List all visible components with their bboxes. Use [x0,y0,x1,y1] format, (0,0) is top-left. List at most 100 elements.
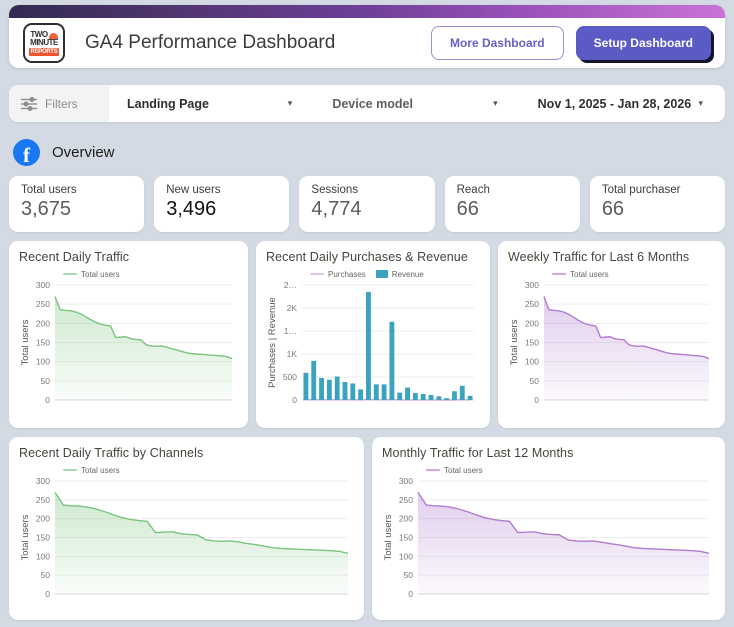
chart-title: Recent Daily Traffic [19,250,130,264]
svg-text:0: 0 [292,395,297,405]
chart-legend: Purchases Revenue [310,268,482,280]
svg-text:250: 250 [399,495,413,505]
legend-item: Total users [63,466,120,475]
header: TWO MINUTE REPORTS GA4 Performance Dashb… [9,5,725,68]
chart-legend: Total users [63,268,240,280]
chart-legend: Total users [426,464,717,476]
more-dashboard-button[interactable]: More Dashboard [430,26,564,60]
filters-label: Filters [45,96,78,111]
filters-chip: Filters [9,85,109,122]
kpi-label: Total purchaser [601,184,681,196]
chart-title: Recent Daily Traffic by Channels [19,446,204,460]
legend-label: Total users [81,465,120,475]
svg-text:Purchases | Revenue: Purchases | Revenue [267,297,278,388]
kpi-card-total-purchaser: Total purchaser 66 [589,176,726,232]
svg-text:300: 300 [36,476,50,486]
charts-row-2: Recent Daily Traffic by Channels Total u… [9,437,725,620]
chevron-down-icon: ▾ [493,98,498,108]
svg-text:1…: 1… [284,326,297,336]
filters-sliders-icon [21,96,37,111]
chart-recent-daily-traffic: Recent Daily Traffic Total users 0 50 100 1… [9,241,248,428]
logo-pie-icon [48,32,58,39]
svg-text:100: 100 [525,357,539,367]
svg-text:250: 250 [36,299,50,309]
kpi-card-new-users: New users 3,496 [154,176,290,232]
svg-text:0: 0 [45,395,50,405]
legend-label: Total users [81,269,120,279]
kpi-value: 4,774 [311,198,362,220]
svg-text:50: 50 [530,376,540,386]
kpi-card-reach: Reach 66 [444,176,580,232]
kpi-value: 3,496 [166,198,217,220]
filters-bar: Filters Landing Page ▾ Device model ▾ No… [9,85,725,122]
dashboard-page: TWO MINUTE REPORTS GA4 Performance Dashb… [0,5,734,627]
chart-title: Monthly Traffic for Last 12 Months [382,446,574,460]
kpi-label: Sessions [311,184,359,196]
page-title: GA4 Performance Dashboard [85,32,336,53]
svg-text:250: 250 [525,299,539,309]
device-model-dropdown[interactable]: Device model ▾ [314,97,519,111]
svg-text:2K: 2K [287,303,298,313]
legend-item: Total users [552,270,609,279]
date-range-dropdown-value: Nov 1, 2025 - Jan 28, 2026 [537,96,692,111]
svg-text:Total users: Total users [20,514,31,560]
date-range-dropdown[interactable]: Nov 1, 2025 - Jan 28, 2026 ▾ [520,97,725,111]
chart-weekly-traffic-6-months: Weekly Traffic for Last 6 Months Total u… [498,241,725,428]
header-gradient-bar [9,5,725,18]
svg-text:200: 200 [525,318,539,328]
svg-text:200: 200 [36,514,50,524]
chart-plot-area: 0 50 100 150 200 250 300 Total users [508,280,717,416]
legend-swatch [375,270,388,278]
svg-text:500: 500 [283,372,297,382]
legend-label: Purchases [328,269,366,279]
overview-section-header: f Overview [9,137,725,167]
svg-text:200: 200 [399,514,413,524]
svg-text:250: 250 [36,495,50,505]
chart-monthly-traffic-12-months: Monthly Traffic for Last 12 Months Total… [372,437,725,620]
facebook-icon: f [13,138,40,166]
chart-plot-area: 0 50 100 150 200 250 300 Total users [19,280,240,416]
chart-plot-area: 0 500 1K 1… 2K 2… Purchases | Revenue [266,280,482,416]
svg-text:100: 100 [36,551,50,561]
legend-swatch [310,273,324,275]
legend-swatch [63,469,77,471]
kpi-card-total-users: Total users 3,675 [9,176,145,232]
legend-label: Total users [444,465,483,475]
chart-recent-daily-purchases-revenue: Recent Daily Purchases & Revenue Purchas… [256,241,490,428]
device-model-dropdown-value: Device model [332,96,413,111]
svg-text:150: 150 [36,533,50,543]
svg-text:Total users: Total users [383,514,394,560]
legend-label: Revenue [391,269,424,279]
kpi-label: Total users [21,184,77,196]
svg-text:100: 100 [36,357,50,367]
setup-dashboard-button[interactable]: Setup Dashboard [575,26,711,60]
landing-page-dropdown-value: Landing Page [127,96,209,111]
svg-text:300: 300 [525,280,539,290]
kpi-label: Reach [456,184,490,196]
chart-legend: Total users [552,268,717,280]
two-minute-reports-logo: TWO MINUTE REPORTS [23,23,65,63]
svg-text:50: 50 [41,570,51,580]
svg-text:0: 0 [45,589,50,599]
chart-plot-area: 0 50 100 150 200 250 300 Total users [382,476,717,610]
logo-text-reports: REPORTS [28,47,60,56]
landing-page-dropdown[interactable]: Landing Page ▾ [109,97,314,111]
logo-text-two: TWO [30,29,48,39]
legend-item: Revenue [375,269,424,279]
chart-legend: Total users [63,464,356,476]
chart-recent-daily-traffic-by-channels: Recent Daily Traffic by Channels Total u… [9,437,364,620]
svg-text:Total users: Total users [20,319,31,365]
svg-text:150: 150 [399,533,413,543]
svg-text:2…: 2… [284,280,297,290]
svg-text:Total users: Total users [509,319,520,365]
chevron-down-icon: ▾ [287,98,293,108]
svg-text:300: 300 [399,476,413,486]
svg-text:150: 150 [36,338,50,348]
kpi-value: 66 [456,198,479,220]
kpi-value: 3,675 [21,198,72,220]
svg-text:150: 150 [525,338,539,348]
kpi-card-sessions: Sessions 4,774 [299,176,435,232]
kpi-label: New users [166,184,221,196]
kpi-row: Total users 3,675 New users 3,496 Sessio… [9,176,726,232]
chart-plot-area: 0 50 100 150 200 250 300 Total users [19,476,356,610]
